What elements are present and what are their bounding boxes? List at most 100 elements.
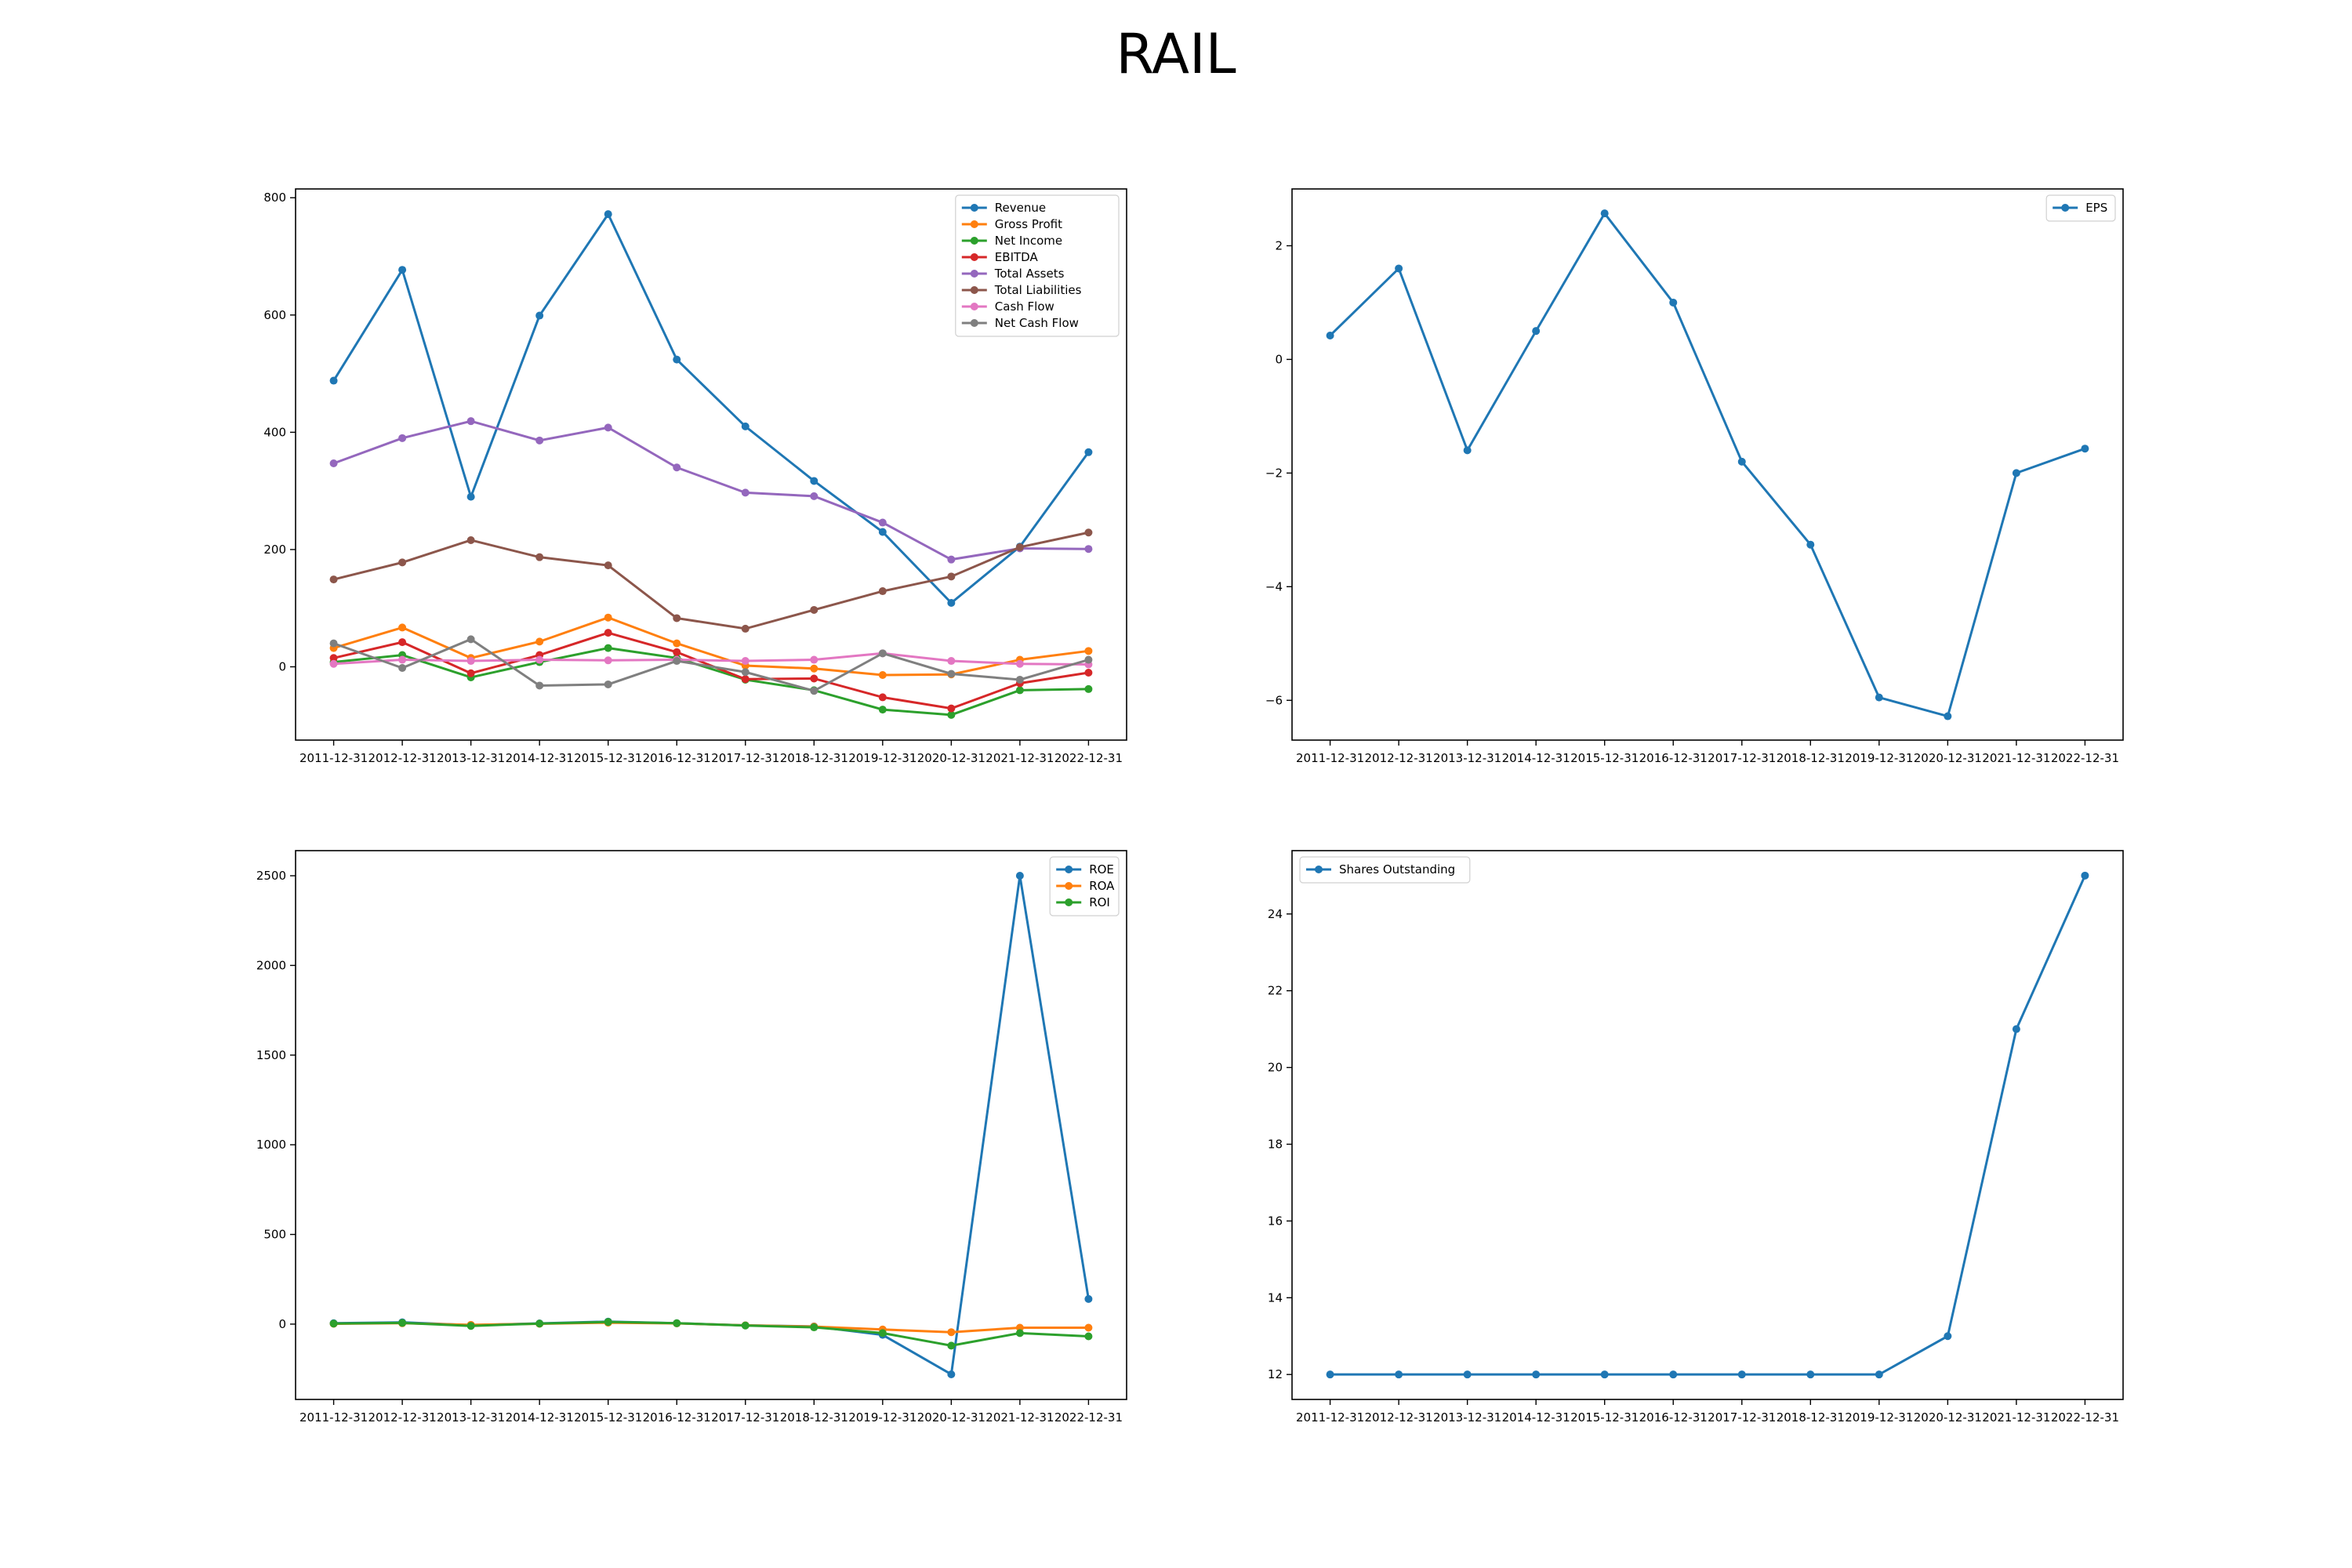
data-point xyxy=(1875,693,1883,702)
y-tick-label: 24 xyxy=(1268,907,1283,921)
series-roa xyxy=(329,1319,1093,1337)
legend-label: ROE xyxy=(1089,862,1114,877)
data-point xyxy=(466,1322,475,1330)
data-point xyxy=(741,422,750,430)
data-point xyxy=(810,664,818,673)
data-point xyxy=(947,598,956,607)
x-tick-label: 2017-12-31 xyxy=(1708,1410,1776,1425)
data-point xyxy=(741,657,750,666)
series-roi xyxy=(329,1318,1093,1350)
legend-marker xyxy=(970,270,978,278)
data-point xyxy=(947,555,956,564)
x-tick-label: 2015-12-31 xyxy=(574,1410,642,1425)
series-total-assets xyxy=(329,417,1093,564)
y-tick-label: −6 xyxy=(1265,693,1283,707)
legend-marker xyxy=(1065,866,1073,873)
data-point xyxy=(810,655,818,664)
legend-label: Cash Flow xyxy=(995,299,1054,314)
x-tick-label: 2011-12-31 xyxy=(299,1410,368,1425)
series-line xyxy=(1330,875,2086,1376)
x-tick-label: 2019-12-31 xyxy=(1845,1410,1913,1425)
data-point xyxy=(1944,712,1952,720)
y-tick-label: 20 xyxy=(1268,1061,1283,1075)
data-point xyxy=(329,376,338,385)
data-point xyxy=(466,657,475,666)
x-tick-label: 2014-12-31 xyxy=(506,751,574,765)
x-tick-label: 2016-12-31 xyxy=(1639,751,1708,765)
x-tick-label: 2013-12-31 xyxy=(1433,751,1501,765)
x-tick-label: 2020-12-31 xyxy=(917,1410,985,1425)
x-tick-label: 2022-12-31 xyxy=(1054,1410,1123,1425)
data-point xyxy=(878,706,887,714)
data-point xyxy=(947,670,956,678)
x-tick-label: 2012-12-31 xyxy=(1365,751,1433,765)
data-point xyxy=(741,624,750,633)
legend-marker xyxy=(970,204,978,212)
legend-label: Revenue xyxy=(995,201,1046,215)
data-point xyxy=(1806,1370,1815,1379)
data-point xyxy=(604,1318,612,1327)
data-point xyxy=(1463,1370,1472,1379)
legend-box xyxy=(2045,194,2116,222)
data-point xyxy=(1395,264,1403,273)
data-point xyxy=(1737,457,1746,466)
data-point xyxy=(535,637,544,646)
data-point xyxy=(329,654,338,662)
series-line xyxy=(333,875,1090,1377)
x-tick-label: 2012-12-31 xyxy=(368,751,437,765)
legend-label: Net Cash Flow xyxy=(995,316,1079,330)
data-point xyxy=(673,1319,681,1327)
data-point xyxy=(604,613,612,622)
data-point xyxy=(466,535,475,544)
x-tick-label: 2017-12-31 xyxy=(1708,751,1776,765)
chart-panel-2: 2011-12-31 2012-12-31 2013-12-31 2014-12-31… xyxy=(1265,188,2124,765)
series-total-liabilities xyxy=(329,528,1093,633)
chart-panel-1: 2011-12-31 2012-12-31 2013-12-31 2014-12-31… xyxy=(263,188,1127,765)
series-line xyxy=(333,616,1089,677)
data-point xyxy=(535,311,544,320)
data-point xyxy=(810,674,818,683)
series-eps xyxy=(1326,209,2089,720)
legend-marker xyxy=(1065,898,1073,906)
x-tick-label: 2018-12-31 xyxy=(1777,1410,1845,1425)
legend-label: EPS xyxy=(2085,201,2107,215)
series-line xyxy=(1329,211,2085,718)
data-point xyxy=(1084,647,1093,655)
x-tick-label: 2017-12-31 xyxy=(711,1410,779,1425)
chart-panel-4: 2011-12-31 2012-12-31 2013-12-31 2014-12-31… xyxy=(1268,850,2124,1425)
data-point xyxy=(1084,1323,1093,1332)
legend: EPS xyxy=(2045,194,2116,222)
series-revenue xyxy=(329,210,1093,607)
data-point xyxy=(535,655,544,664)
legend-marker xyxy=(2061,204,2070,212)
x-tick-label: 2013-12-31 xyxy=(1433,1410,1501,1425)
legend: Revenue Gross Profit Net Income EBITDA Total… xyxy=(955,194,1120,337)
legend-marker xyxy=(970,303,978,310)
data-point xyxy=(329,1319,338,1328)
legend-label: ROI xyxy=(1089,895,1110,909)
data-point xyxy=(878,649,887,658)
y-tick-label: 22 xyxy=(1268,984,1283,998)
data-point xyxy=(604,210,612,219)
x-tick-label: 2016-12-31 xyxy=(643,751,711,765)
x-tick-label: 2014-12-31 xyxy=(506,1410,574,1425)
x-tick-label: 2019-12-31 xyxy=(848,751,916,765)
series-line xyxy=(332,212,1090,605)
legend-marker xyxy=(970,220,978,228)
data-point xyxy=(1015,675,1024,684)
y-tick-label: 1000 xyxy=(256,1138,286,1152)
legend-marker xyxy=(970,237,978,245)
x-tick-label: 2022-12-31 xyxy=(2051,751,2119,765)
data-point xyxy=(604,561,612,570)
data-point xyxy=(1015,1329,1024,1338)
y-tick-label: 0 xyxy=(1275,352,1283,366)
data-point xyxy=(329,575,338,584)
data-point xyxy=(1015,872,1024,880)
data-point xyxy=(1084,684,1093,693)
x-tick-label: 2013-12-31 xyxy=(437,751,505,765)
data-point xyxy=(398,638,407,647)
axes-frame xyxy=(1291,850,2124,1400)
data-point xyxy=(810,477,818,485)
y-tick-label: 600 xyxy=(263,308,286,322)
x-tick-label: 2012-12-31 xyxy=(1365,1410,1433,1425)
